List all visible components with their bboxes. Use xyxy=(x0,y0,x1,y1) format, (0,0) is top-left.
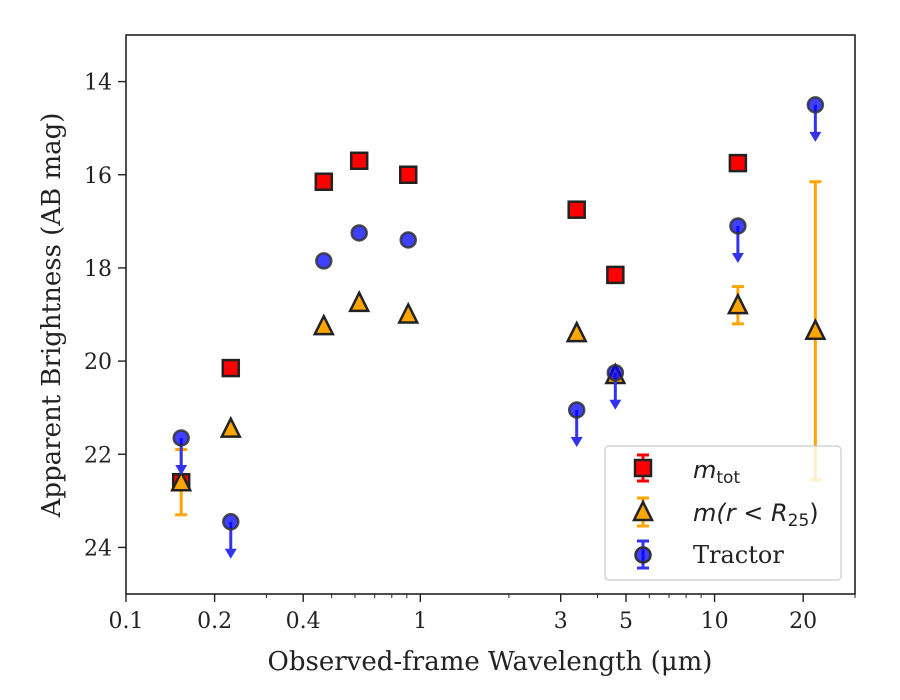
y-tick-label: 20 xyxy=(84,350,112,375)
tractor-point xyxy=(399,231,417,249)
tractor-point xyxy=(222,513,240,531)
y-axis: 14 16 18 20 22 24 xyxy=(84,71,126,561)
y-tick-label: 16 xyxy=(84,164,112,189)
tractor-upper-limit-arrowhead xyxy=(175,464,188,475)
x-tick-label: 0.4 xyxy=(286,609,321,634)
tractor-point xyxy=(172,429,190,447)
plot-frame xyxy=(125,34,856,595)
legend-label-m-tot-sub: tot xyxy=(716,468,740,488)
legend-label-m-r25-sub: 25 xyxy=(788,511,810,531)
tractor-upper-limit-arrowhead xyxy=(809,131,822,142)
legend-label-m-r25-main: m(r < R xyxy=(693,499,788,527)
x-tick-label: 20 xyxy=(789,609,817,634)
data-marks xyxy=(170,96,827,559)
y-axis-label: Apparent Brightness (AB mag) xyxy=(37,113,67,519)
x-tick-label: 5 xyxy=(619,609,633,634)
m-tot-point xyxy=(349,151,369,171)
x-tick-label: 1 xyxy=(413,609,427,634)
m-r25-point xyxy=(565,320,588,343)
legend-label-m-r25-tail: ) xyxy=(809,499,818,527)
legend-label-m-tot: mtot xyxy=(693,456,740,488)
legend-markers xyxy=(631,453,655,570)
m-r25-point xyxy=(312,313,335,336)
legend: mtot m(r < R25) Tractor xyxy=(604,445,842,581)
tractor-upper-limit-arrowhead xyxy=(224,548,237,559)
m-tot-point xyxy=(567,200,586,219)
tractor-point xyxy=(315,252,333,270)
legend-label-m-tot-main: m xyxy=(693,456,716,484)
y-tick-label: 18 xyxy=(84,257,112,282)
x-tick-label: 0.2 xyxy=(197,609,232,634)
legend-box xyxy=(604,445,842,581)
m-tot-point xyxy=(398,165,418,184)
m-r25-point xyxy=(219,415,242,438)
y-tick-label: 22 xyxy=(84,443,112,468)
tractor-point xyxy=(606,363,625,382)
x-tick-label: 3 xyxy=(554,609,568,634)
m-tot-point xyxy=(221,358,241,378)
tractor-upper-limit-arrowhead xyxy=(609,399,622,410)
y-tick-label: 24 xyxy=(84,536,112,561)
legend-label-tractor: Tractor xyxy=(693,541,784,569)
tractor-point xyxy=(729,217,747,235)
legend-m-r25-marker xyxy=(631,499,655,522)
tractor-upper-limit-arrowhead xyxy=(570,436,583,447)
tractor-point xyxy=(567,401,586,419)
legend-tractor-marker xyxy=(634,546,652,564)
m-tot-point xyxy=(314,172,334,191)
tractor-point xyxy=(350,224,368,242)
x-axis-label: Observed-frame Wavelength (μm) xyxy=(268,647,713,677)
m-r25-point xyxy=(170,469,193,492)
x-axis: 0.1 0.2 0.4 1 3 5 10 20 xyxy=(109,594,856,634)
tractor-point xyxy=(806,96,825,114)
x-tick-label: 10 xyxy=(701,609,729,634)
m-r25-point xyxy=(726,292,749,315)
tractor-upper-limit-arrowhead xyxy=(731,252,744,263)
y-tick-label: 14 xyxy=(84,71,112,96)
x-tick-label: 0.1 xyxy=(109,609,144,634)
m-r25-point xyxy=(804,318,827,341)
m-tot-point xyxy=(606,265,625,285)
m-r25-point xyxy=(397,301,420,324)
legend-label-m-r25: m(r < R25) xyxy=(693,499,819,531)
m-r25-point xyxy=(348,290,371,313)
legend-m-tot-marker xyxy=(633,458,653,478)
m-tot-point xyxy=(728,153,748,173)
